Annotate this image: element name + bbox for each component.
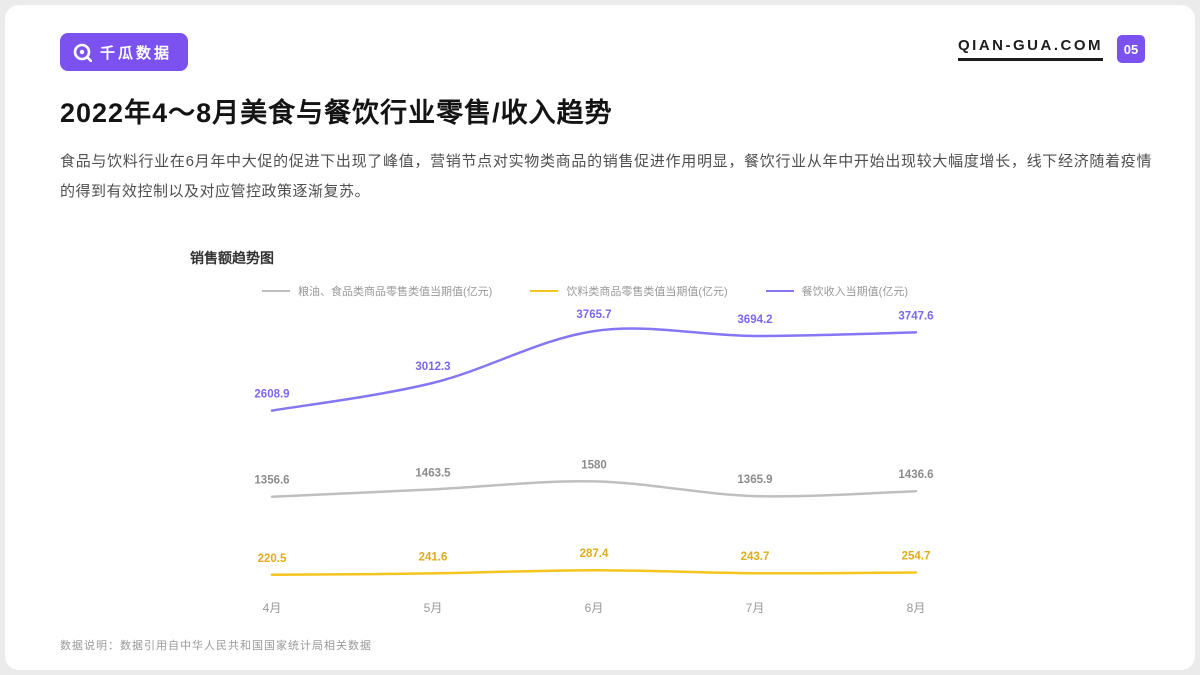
slide-page: 千瓜数据 QIAN-GUA.COM 05 2022年4～8月美食与餐饮行业零售/… <box>5 5 1195 670</box>
data-label: 220.5 <box>258 553 287 565</box>
x-axis-label: 6月 <box>585 601 604 615</box>
chart-title: 销售额趋势图 <box>190 250 274 266</box>
x-axis-label: 8月 <box>907 601 926 615</box>
data-source-note: 数据说明：数据引用自中华人民共和国国家统计局相关数据 <box>60 640 372 652</box>
legend-item: 餐饮收入当期值(亿元) <box>765 283 908 299</box>
data-label: 1580 <box>581 459 607 471</box>
data-label: 1356.6 <box>254 475 289 487</box>
legend-swatch <box>262 290 290 292</box>
data-label: 243.7 <box>741 551 770 563</box>
legend-swatch <box>765 290 794 292</box>
data-label: 1463.5 <box>415 467 451 479</box>
series-line <box>270 480 918 498</box>
legend-item: 粮油、食品类商品零售类值当期值(亿元) <box>262 283 492 299</box>
legend-swatch <box>530 290 559 292</box>
logo-text: 千瓜数据 <box>100 44 173 62</box>
trend-line-chart: 1356.6 1463.5 1580 1365.9 1436.6 220.5 241.6 28… <box>254 309 933 615</box>
series-line <box>270 568 918 577</box>
data-label: 241.6 <box>419 551 448 563</box>
legend-label: 粮油、食品类商品零售类值当期值(亿元) <box>298 286 493 298</box>
x-axis-label: 7月 <box>746 601 765 615</box>
data-label: 254.7 <box>902 551 931 563</box>
legend-label: 餐饮收入当期值(亿元) <box>801 286 908 298</box>
qiangua-logo-icon <box>73 43 92 62</box>
data-label: 2608.9 <box>254 389 289 401</box>
x-axis-label: 4月 <box>263 601 282 615</box>
page-title: 2022年4～8月美食与餐饮行业零售/收入趋势 <box>60 98 613 128</box>
description-text: 食品与饮料行业在6月年中大促的促进下出现了峰值，营销节点对实物类商品的销售促进作… <box>60 153 1152 200</box>
data-label: 1365.9 <box>737 474 772 486</box>
legend-label: 饮料类商品零售类值当期值(亿元) <box>566 286 728 298</box>
site-url: QIAN-GUA.COM <box>958 37 1103 61</box>
header-right: QIAN-GUA.COM 05 <box>958 35 1145 63</box>
data-label: 3747.6 <box>898 310 933 322</box>
data-label: 1436.6 <box>898 469 933 481</box>
chart-legend: 粮油、食品类商品零售类值当期值(亿元) 饮料类商品零售类值当期值(亿元) 餐饮收入当… <box>205 283 965 299</box>
data-label: 3765.7 <box>576 309 611 321</box>
page-number-badge: 05 <box>1117 35 1145 63</box>
series-line <box>270 327 918 412</box>
qiangua-logo: 千瓜数据 <box>60 33 189 71</box>
x-axis-label: 5月 <box>424 601 443 615</box>
legend-item: 饮料类商品零售类值当期值(亿元) <box>530 283 728 299</box>
data-label: 3012.3 <box>415 361 450 373</box>
data-label: 3694.2 <box>737 314 772 326</box>
data-label: 287.4 <box>580 548 609 560</box>
